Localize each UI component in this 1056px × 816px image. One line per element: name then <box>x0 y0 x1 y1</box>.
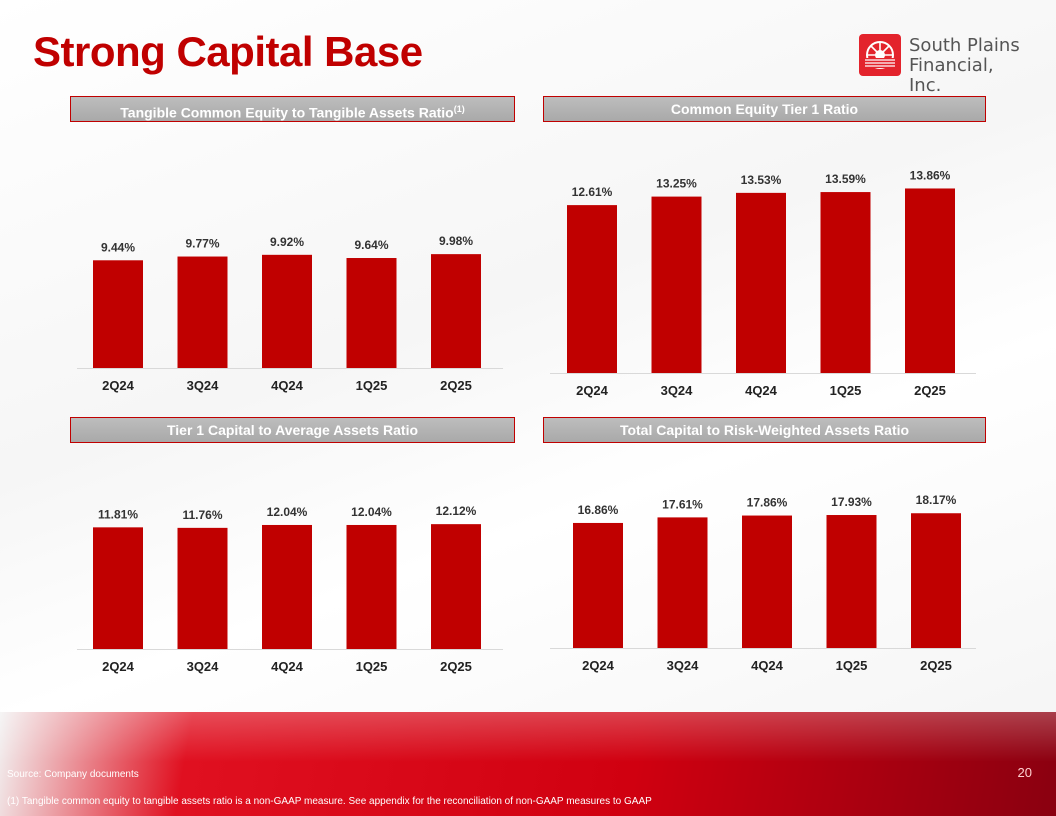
bar-2q24 <box>93 260 143 368</box>
bar-4q24 <box>736 192 786 373</box>
chart-cet1: 12.61% 2Q24 13.25% 3Q24 13.53% 4Q24 13.59% 1Q25… <box>550 148 980 403</box>
panel-title-tier1: Tier 1 Capital to Average Assets Ratio <box>166 422 419 438</box>
panel-title-cet1: Common Equity Tier 1 Ratio <box>670 101 859 117</box>
x-tick-label: 3Q24 <box>187 659 220 674</box>
x-tick-label: 2Q25 <box>440 659 472 674</box>
x-tick-label: 2Q25 <box>914 383 946 398</box>
data-label: 12.04% <box>267 505 308 519</box>
data-label: 12.12% <box>436 504 477 518</box>
panel-header-tier1: Tier 1 Capital to Average Assets Ratio <box>70 417 515 443</box>
chart-svg: 12.61% 2Q24 13.25% 3Q24 13.53% 4Q24 13.59% 1Q25… <box>550 168 976 398</box>
x-tick-label: 1Q25 <box>356 378 388 393</box>
data-label: 9.92% <box>270 235 304 249</box>
bar-2q24 <box>567 205 617 373</box>
data-label: 13.53% <box>741 173 782 187</box>
data-label: 12.61% <box>572 185 613 199</box>
source-note: Source: Company documents <box>7 769 139 780</box>
x-tick-label: 2Q25 <box>920 658 952 673</box>
x-tick-label: 2Q24 <box>102 378 135 393</box>
bar-3q24 <box>657 517 708 648</box>
bar-3q24 <box>177 256 228 368</box>
chart-total-capital: 16.86% 2Q24 17.61% 3Q24 17.86% 4Q24 17.93% 1Q25… <box>550 470 980 675</box>
bar-1q25 <box>346 258 397 368</box>
data-label: 16.86% <box>578 503 619 517</box>
footnote-marker: (1) <box>453 104 465 114</box>
panel-header-tce: Tangible Common Equity to Tangible Asset… <box>70 96 515 122</box>
footer-band <box>0 712 1056 816</box>
bar-1q25 <box>820 192 871 373</box>
bar-2q24 <box>573 522 623 648</box>
page-number: 20 <box>1017 765 1032 780</box>
data-label: 17.93% <box>831 495 872 509</box>
data-label: 9.64% <box>354 238 388 252</box>
data-label: 9.44% <box>101 240 135 254</box>
company-logo: South Plains Financial, Inc. <box>859 34 1029 96</box>
data-label: 17.86% <box>747 496 788 510</box>
x-tick-label: 2Q24 <box>582 658 615 673</box>
page-title: Strong Capital Base <box>33 28 423 75</box>
bar-1q25 <box>826 515 877 648</box>
chart-tier1: 11.81% 2Q24 11.76% 3Q24 12.04% 4Q24 12.04% 1Q25… <box>77 478 507 678</box>
chart-svg: 9.44% 2Q24 9.77% 3Q24 9.92% 4Q24 9.64% 1Q25 9.98… <box>77 234 503 393</box>
bar-2q24 <box>93 527 143 649</box>
bar-4q24 <box>262 524 312 649</box>
x-tick-label: 4Q24 <box>271 378 304 393</box>
data-label: 13.86% <box>910 168 951 182</box>
bar-2q25 <box>431 524 481 649</box>
panel-title-tce: Tangible Common Equity to Tangible Asset… <box>120 104 454 121</box>
panel-header-total-capital: Total Capital to Risk-Weighted Assets Ra… <box>543 417 986 443</box>
chart-svg: 16.86% 2Q24 17.61% 3Q24 17.86% 4Q24 17.93% 1Q25… <box>550 493 976 673</box>
data-label: 11.81% <box>98 507 138 521</box>
logo-wheel-icon <box>859 34 901 76</box>
x-tick-label: 4Q24 <box>271 659 304 674</box>
bar-2q25 <box>431 254 481 368</box>
bar-2q25 <box>905 188 955 373</box>
x-tick-label: 2Q25 <box>440 378 472 393</box>
footnote: (1) Tangible common equity to tangible a… <box>7 796 652 807</box>
data-label: 9.98% <box>439 234 473 248</box>
x-tick-label: 4Q24 <box>745 383 778 398</box>
x-tick-label: 1Q25 <box>836 658 868 673</box>
data-label: 11.76% <box>182 508 222 522</box>
x-tick-label: 1Q25 <box>356 659 388 674</box>
panel-title-total-capital: Total Capital to Risk-Weighted Assets Ra… <box>619 422 910 438</box>
logo-line-2: Financial, Inc. <box>909 55 994 96</box>
bar-3q24 <box>651 196 702 373</box>
bar-2q25 <box>911 513 961 648</box>
x-tick-label: 3Q24 <box>661 383 694 398</box>
data-label: 13.59% <box>825 172 866 186</box>
chart-svg: 11.81% 2Q24 11.76% 3Q24 12.04% 4Q24 12.04% 1Q25… <box>77 504 503 674</box>
panel-header-cet1: Common Equity Tier 1 Ratio <box>543 96 986 122</box>
data-label: 17.61% <box>662 497 703 511</box>
data-label: 18.17% <box>916 493 957 507</box>
x-tick-label: 4Q24 <box>751 658 784 673</box>
bar-1q25 <box>346 524 397 649</box>
data-label: 12.04% <box>351 505 392 519</box>
x-tick-label: 3Q24 <box>187 378 220 393</box>
chart-tce: 9.44% 2Q24 9.77% 3Q24 9.92% 4Q24 9.64% 1Q25 9.98… <box>77 198 507 403</box>
logo-text: South Plains Financial, Inc. <box>909 36 1029 96</box>
bar-4q24 <box>742 515 792 648</box>
data-label: 13.25% <box>656 177 697 191</box>
bar-4q24 <box>262 254 312 368</box>
bar-3q24 <box>177 527 228 649</box>
x-tick-label: 2Q24 <box>102 659 135 674</box>
x-tick-label: 3Q24 <box>667 658 700 673</box>
logo-line-1: South Plains <box>909 35 1020 56</box>
x-tick-label: 1Q25 <box>830 383 862 398</box>
data-label: 9.77% <box>185 237 219 251</box>
x-tick-label: 2Q24 <box>576 383 609 398</box>
